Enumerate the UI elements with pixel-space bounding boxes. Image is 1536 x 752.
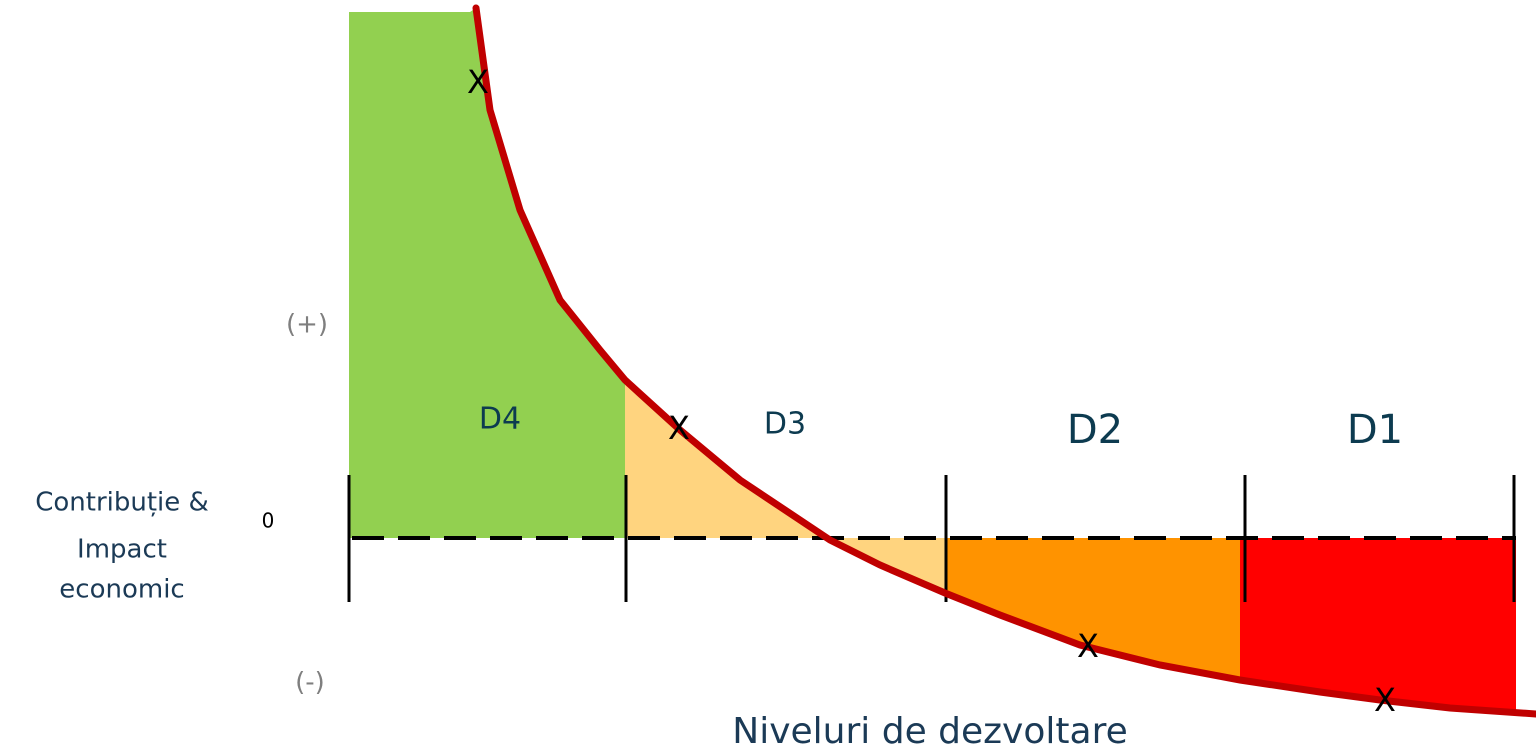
- region-d4: [349, 8, 625, 538]
- marker: X: [668, 409, 690, 447]
- markers: X X X X: [467, 63, 1396, 719]
- positive-label: (+): [286, 310, 328, 340]
- x-label: Niveluri de dezvoltare: [732, 711, 1127, 752]
- curve: [472, 4, 1536, 718]
- y-label: Contribuție & Impact economic: [35, 488, 209, 605]
- marker: X: [1077, 627, 1099, 665]
- levels: D4 D3 D2 D1: [479, 402, 1403, 454]
- marker: X: [1374, 681, 1396, 719]
- marker: X: [467, 63, 489, 101]
- level-label: D1: [1347, 407, 1403, 453]
- zero-label: 0: [262, 509, 275, 533]
- level-label: D4: [479, 402, 521, 437]
- y-label-line: economic: [59, 575, 184, 605]
- y-label-line: Contribuție &: [35, 488, 209, 518]
- level-label: D2: [1067, 407, 1123, 453]
- level-label: D3: [764, 407, 806, 442]
- region-d2: [945, 538, 1240, 680]
- region-d1: [1240, 538, 1516, 710]
- negative-label: (-): [295, 668, 325, 698]
- dividers: [347, 475, 1516, 602]
- y-label-line: Impact: [77, 535, 167, 565]
